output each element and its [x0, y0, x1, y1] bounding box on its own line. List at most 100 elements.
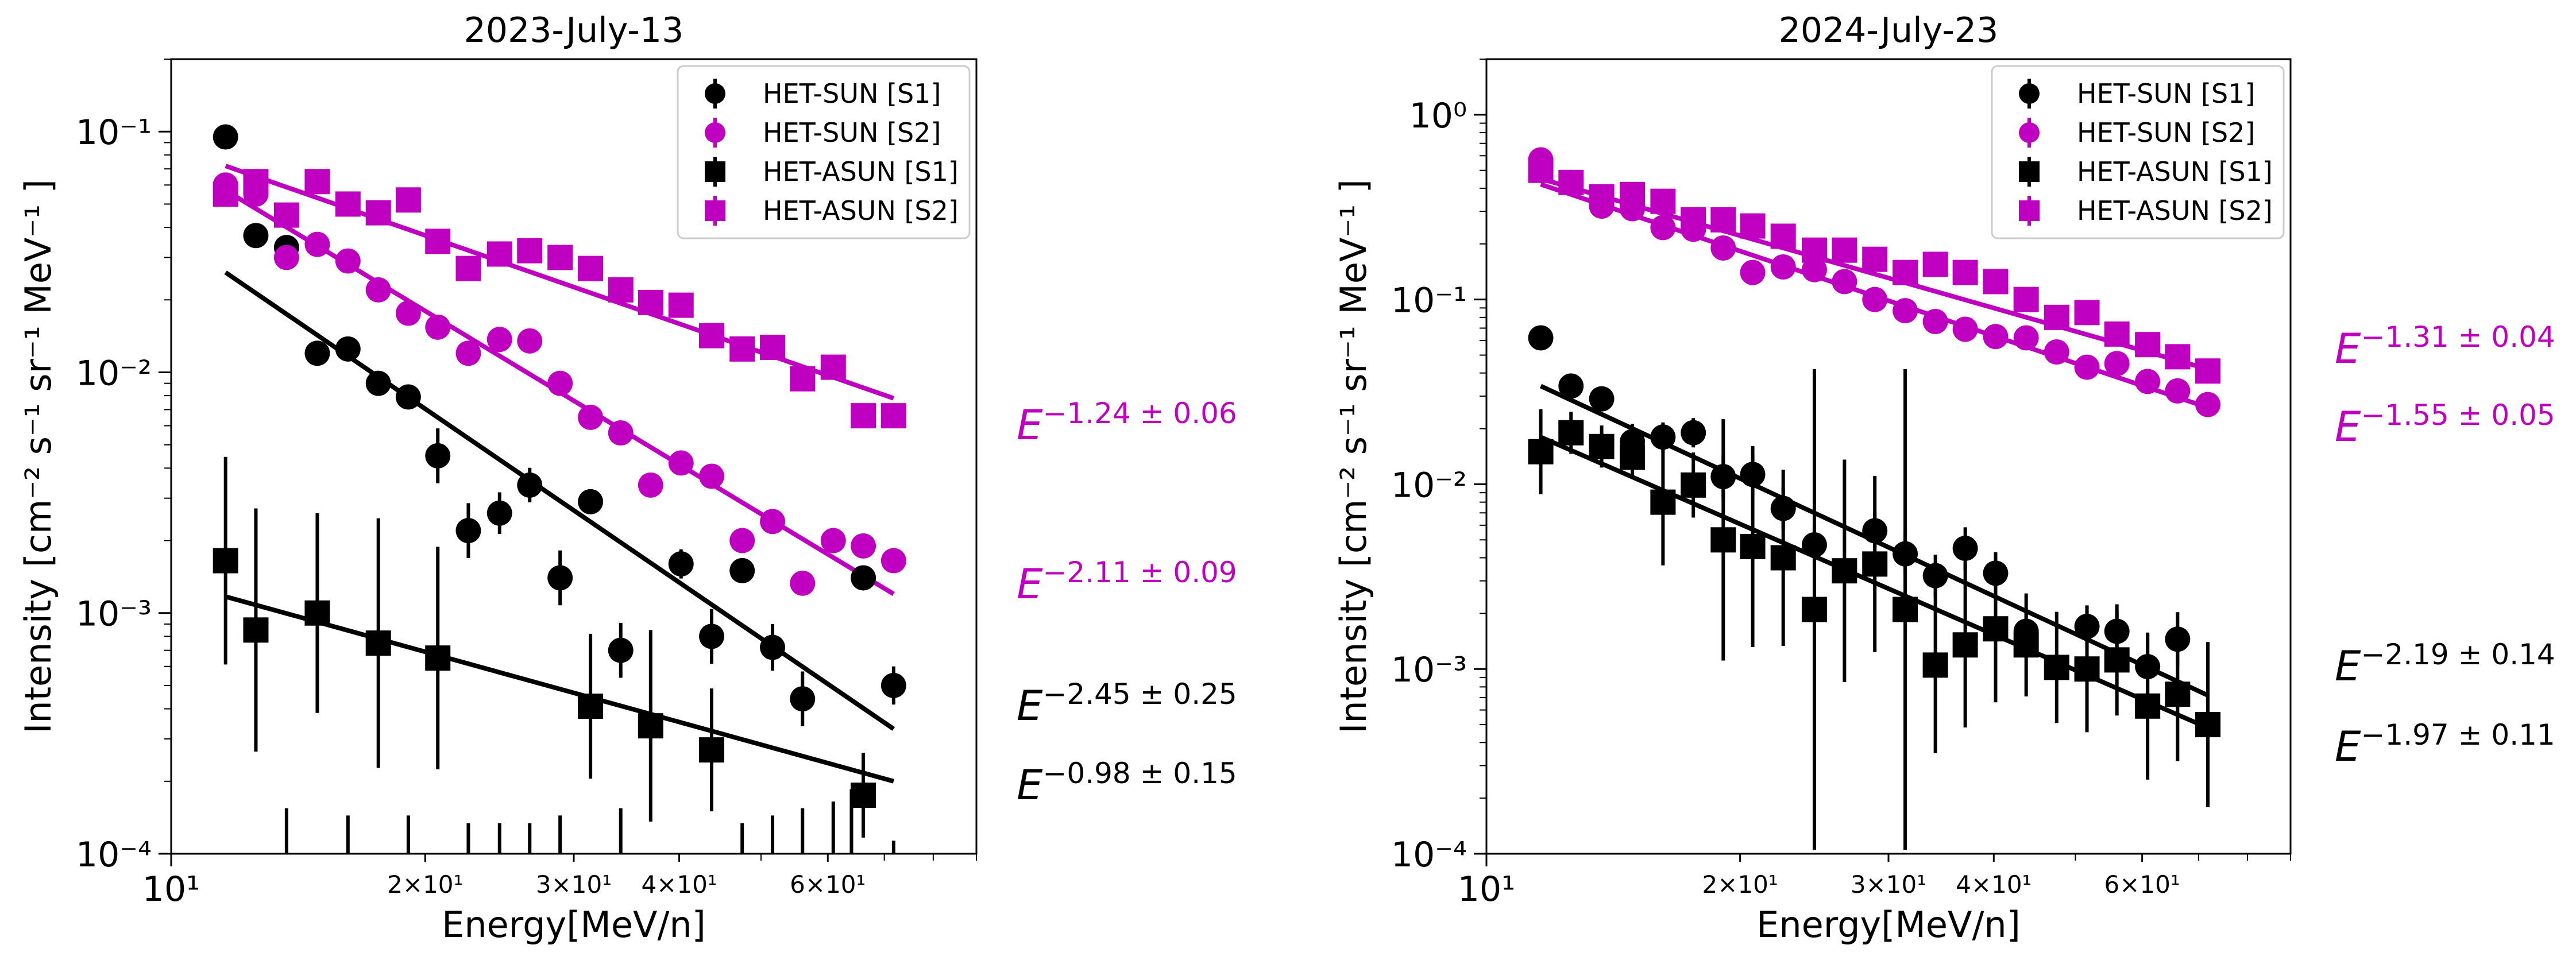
- data-point: [1862, 286, 1888, 312]
- data-point: [1862, 551, 1888, 577]
- data-point: [1983, 616, 2009, 642]
- fit-annotation-base: E: [2335, 324, 2361, 373]
- data-point: [1952, 536, 1978, 562]
- data-point: [1893, 597, 1918, 622]
- data-point: [273, 245, 299, 270]
- data-point: [395, 300, 421, 326]
- y-tick-label: 10⁻²: [76, 353, 152, 393]
- data-point: [790, 366, 816, 392]
- legend-box: [677, 65, 971, 239]
- data-point: [2013, 632, 2039, 658]
- y-tick-label: 10⁻⁴: [1391, 835, 1467, 875]
- fit-annotation: E−1.55 ± 0.05: [2335, 398, 2555, 451]
- data-point: [1650, 489, 1676, 515]
- fit-annotation: E−1.97 ± 0.11: [2335, 718, 2555, 770]
- data-point: [1589, 433, 1615, 459]
- data-point: [1770, 223, 1796, 249]
- data-point: [1710, 235, 1736, 261]
- legend-label: HET-ASUN [S1]: [763, 156, 959, 187]
- data-point: [880, 548, 906, 574]
- data-point: [1952, 316, 1978, 342]
- data-point: [638, 713, 663, 739]
- fit-annotation: E−2.19 ± 0.14: [2335, 638, 2555, 690]
- data-point: [1832, 558, 1857, 584]
- data-point: [851, 403, 876, 429]
- x-tick-label: 10¹: [1458, 869, 1515, 909]
- y-tick-label: 10⁻²: [1391, 465, 1467, 505]
- legend-marker: [2019, 161, 2040, 182]
- data-point: [2165, 682, 2191, 707]
- data-point: [1589, 184, 1615, 210]
- data-point: [820, 528, 846, 553]
- fit-annotation-exponent: −0.98 ± 0.15: [1043, 757, 1237, 790]
- data-point: [1558, 420, 1584, 446]
- data-point: [213, 124, 238, 150]
- fit-annotation-exponent: −1.55 ± 0.05: [2361, 398, 2555, 432]
- legend-label: HET-SUN [S1]: [2077, 78, 2255, 109]
- data-point: [608, 420, 634, 446]
- data-point: [699, 323, 725, 349]
- data-point: [729, 528, 755, 553]
- data-point: [335, 191, 361, 217]
- x-tick-label: 3×10¹: [536, 870, 612, 899]
- legend: HET-SUN [S1] HET-SUN [S2] HET-ASUN [S1] HET…: [677, 65, 971, 239]
- axes-frame: [1485, 58, 2292, 855]
- x-tick-label: 10¹: [142, 869, 200, 909]
- data-point: [2104, 351, 2130, 377]
- panel-2024-july-23: 2024-July-23 Energy[MeV/n] Intensity [cm⁻²…: [1333, 10, 2555, 946]
- legend-marker: [705, 161, 725, 182]
- data-point: [578, 489, 604, 514]
- data-point: [1801, 237, 1827, 263]
- series-het-asun-s1: [213, 456, 876, 838]
- data-point: [760, 509, 786, 535]
- data-point: [335, 248, 361, 274]
- panel-2023-july-13: 2023-July-13 Energy[MeV/n] Intensity [cm⁻²…: [17, 10, 1237, 946]
- data-point: [1528, 439, 1554, 464]
- data-point: [304, 600, 330, 626]
- fit-annotation-base: E: [2335, 642, 2361, 690]
- data-point: [880, 672, 906, 698]
- data-point: [2135, 693, 2161, 719]
- fit-annotation-base: E: [2335, 722, 2361, 770]
- data-point: [1681, 420, 1706, 446]
- data-point: [1922, 563, 1948, 588]
- data-point: [1558, 169, 1584, 195]
- data-point: [425, 314, 451, 340]
- fit-annotation: E−1.24 ± 0.06: [1017, 397, 1237, 449]
- fit-annotation-exponent: −2.45 ± 0.25: [1043, 677, 1237, 711]
- data-point: [425, 645, 451, 671]
- data-point: [578, 694, 604, 719]
- data-point: [2074, 300, 2100, 326]
- data-point: [1983, 324, 2009, 350]
- data-point: [1832, 237, 1857, 263]
- data-point: [1952, 260, 1978, 285]
- fit-annotation-exponent: −2.11 ± 0.09: [1043, 556, 1237, 589]
- fit-annotation-base: E: [2335, 402, 2361, 451]
- data-point: [1893, 298, 1918, 324]
- data-point: [213, 548, 238, 574]
- data-point: [2013, 286, 2039, 312]
- fit-annotation-base: E: [1017, 401, 1043, 449]
- data-point: [335, 336, 361, 362]
- x-tick-label: 2×10¹: [387, 870, 463, 899]
- data-point: [1922, 652, 1948, 678]
- y-axis-label: Intensity [cm⁻² s⁻¹ sr⁻¹ MeV⁻¹ ]: [17, 179, 59, 734]
- data-point: [547, 565, 573, 591]
- data-point: [365, 200, 391, 226]
- data-point: [578, 404, 604, 430]
- legend-label: HET-SUN [S2]: [2077, 117, 2255, 148]
- data-point: [2044, 304, 2069, 330]
- data-point: [395, 187, 421, 213]
- data-point: [517, 328, 543, 354]
- x-tick-label: 4×10¹: [1956, 870, 2032, 899]
- data-point: [608, 637, 634, 663]
- data-point: [1740, 260, 1766, 285]
- data-point: [1893, 260, 1918, 285]
- data-point: [851, 533, 876, 559]
- data-point: [2165, 344, 2191, 370]
- data-point: [1832, 269, 1857, 295]
- data-point: [638, 289, 663, 315]
- data-point: [2165, 378, 2191, 404]
- data-point: [1801, 257, 1827, 282]
- fit-annotation-exponent: −2.19 ± 0.14: [2361, 638, 2555, 671]
